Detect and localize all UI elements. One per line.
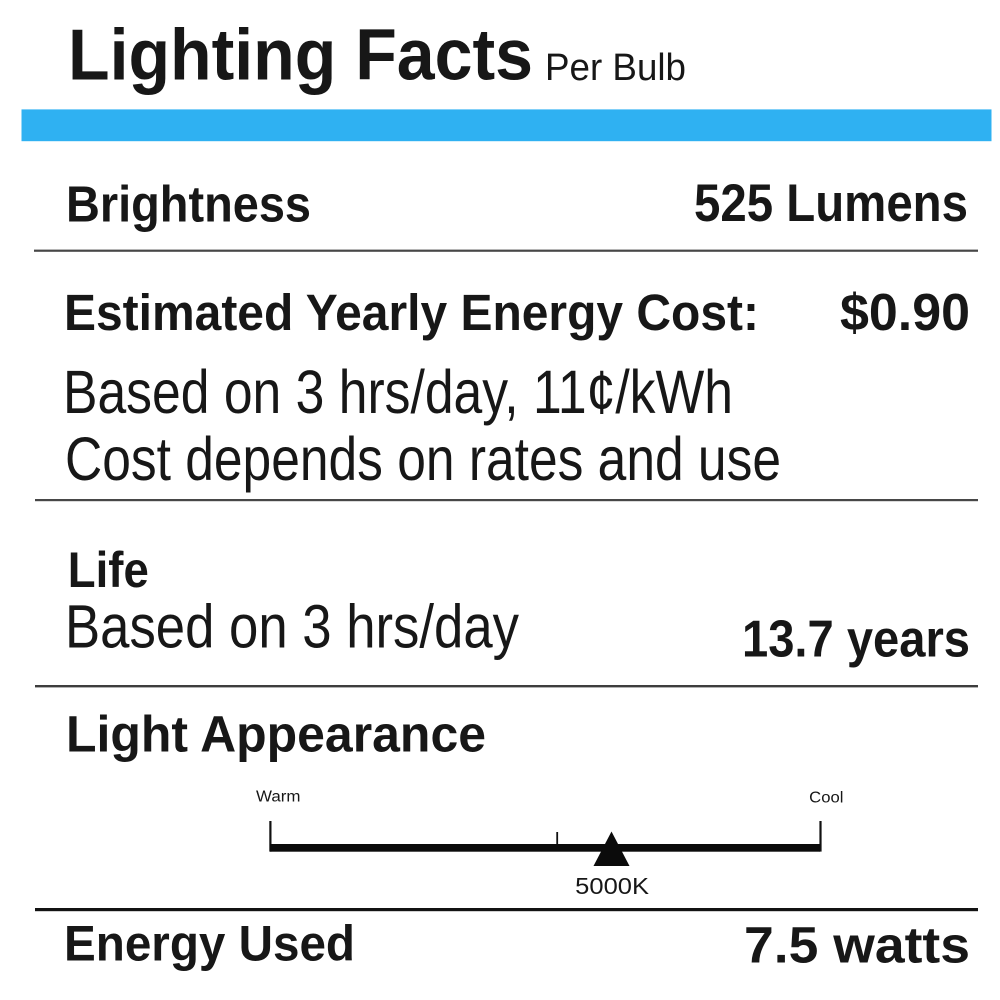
svg-text:Estimated Yearly Energy Cost:: Estimated Yearly Energy Cost: <box>64 284 759 341</box>
svg-text:Energy Used: Energy Used <box>64 916 355 972</box>
svg-text:Brightness: Brightness <box>66 176 311 233</box>
svg-text:Per Bulb: Per Bulb <box>545 47 686 89</box>
svg-text:Cool: Cool <box>809 789 843 806</box>
svg-text:Warm: Warm <box>256 789 301 806</box>
svg-text:13.7 years: 13.7 years <box>742 610 970 668</box>
svg-text:Life: Life <box>68 542 149 598</box>
svg-text:Lighting Facts: Lighting Facts <box>68 16 533 96</box>
svg-text:Light Appearance: Light Appearance <box>66 706 486 763</box>
svg-text:Based on 3 hrs/day: Based on 3 hrs/day <box>65 593 519 662</box>
svg-text:5000K: 5000K <box>575 873 649 899</box>
svg-text:7.5 watts: 7.5 watts <box>744 916 970 973</box>
svg-text:$0.90: $0.90 <box>840 284 970 342</box>
svg-text:525 Lumens: 525 Lumens <box>694 174 968 233</box>
svg-text:Based on 3 hrs/day, 11¢/kWh: Based on 3 hrs/day, 11¢/kWh <box>63 358 733 426</box>
svg-text:Cost depends on rates and use: Cost depends on rates and use <box>65 425 781 493</box>
